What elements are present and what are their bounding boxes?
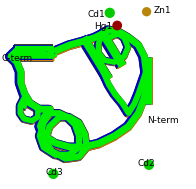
Point (147, 163, 151, 166)
Text: Hg1: Hg1 (94, 22, 113, 31)
Text: C-term: C-term (2, 54, 33, 63)
Text: Zn1: Zn1 (154, 6, 172, 15)
Text: Cd1: Cd1 (87, 10, 105, 19)
Point (108, 11, 111, 14)
Text: Cd2: Cd2 (137, 159, 155, 168)
Point (52, 172, 55, 175)
Point (145, 10, 148, 13)
Text: N-term: N-term (147, 115, 179, 125)
Text: Cd3: Cd3 (45, 168, 63, 177)
Point (116, 24, 119, 27)
